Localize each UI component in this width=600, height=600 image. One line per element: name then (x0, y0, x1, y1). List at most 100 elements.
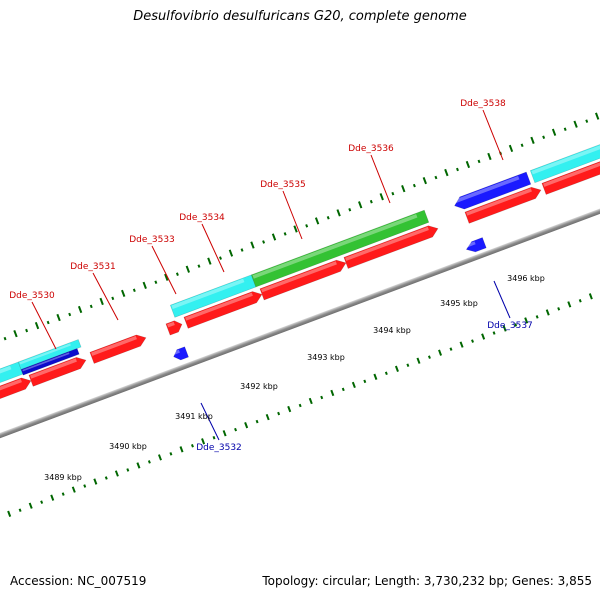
backbone-track (0, 180, 600, 452)
lower-tick-mark (18, 508, 22, 512)
lower-tick-mark (351, 381, 356, 389)
forward-gene-arrow (183, 291, 263, 329)
gene-label[interactable]: Dde_3534 (179, 213, 225, 223)
feature-highlight (30, 358, 77, 379)
lower-tick-mark (449, 347, 453, 351)
upper-tick-mark (175, 272, 179, 276)
reverse-gene-arrow (465, 237, 487, 253)
callout-leader-line (201, 223, 225, 273)
feature-highlight (171, 278, 245, 309)
upper-tick-mark (348, 207, 352, 212)
feature-highlight (91, 335, 137, 356)
lower-tick-mark (330, 389, 335, 397)
kbp-scale-label: 3493 kbp (307, 353, 345, 362)
feature-highlight (531, 141, 600, 175)
lower-tick-mark (93, 478, 98, 485)
gene-label[interactable]: Dde_3532 (196, 443, 242, 453)
lower-tick-mark (578, 299, 582, 303)
lower-tick-mark (471, 339, 474, 343)
gene-label[interactable]: Dde_3531 (70, 262, 116, 272)
gene-label[interactable]: Dde_3536 (348, 144, 394, 154)
kbp-scale-label: 3491 kbp (175, 412, 213, 421)
upper-tick-mark (585, 119, 589, 123)
lower-tick-mark (71, 486, 76, 493)
lower-tick-mark (394, 365, 399, 372)
upper-tick-mark (13, 330, 18, 338)
lower-tick-mark (136, 462, 141, 469)
gene-label[interactable]: Dde_3533 (129, 235, 175, 245)
reverse-gene-arrow (454, 171, 532, 210)
lower-tick-mark (535, 315, 539, 319)
lower-tick-mark (265, 413, 270, 421)
lower-tick-mark (545, 309, 550, 316)
lower-tick-mark (557, 307, 561, 311)
upper-tick-mark (121, 289, 126, 298)
lower-tick-mark (588, 293, 593, 300)
upper-tick-row (3, 112, 600, 341)
upper-tick-mark (305, 224, 309, 228)
feature-highlight (185, 292, 253, 321)
gene-features (0, 137, 600, 415)
upper-tick-mark (89, 304, 93, 309)
kbp-scale-label: 3494 kbp (373, 326, 411, 335)
forward-gene-arrow (28, 357, 87, 387)
upper-tick-mark (530, 136, 535, 144)
upper-tick-mark (142, 281, 147, 289)
upper-tick-mark (25, 328, 29, 333)
kbp-scale-label: 3490 kbp (109, 442, 147, 451)
gene-label[interactable]: Dde_3535 (260, 180, 306, 190)
lower-tick-mark (157, 454, 162, 461)
lower-tick-mark (514, 323, 518, 327)
upper-tick-mark (379, 193, 384, 201)
kbp-scale-labels: 3489 kbp 3490 kbp 3491 kbp 3492 kbp 3493 kbp… (44, 274, 545, 482)
feature-highlight (453, 175, 520, 204)
upper-tick-mark (164, 273, 169, 281)
feature-highlight (345, 226, 429, 261)
forward-gene-arrow (165, 320, 183, 336)
lower-tick-mark (308, 397, 313, 405)
upper-tick-mark (293, 225, 298, 233)
feature-highlight (252, 214, 418, 279)
lower-tick-mark (212, 435, 216, 440)
upper-tick-mark (240, 248, 244, 252)
gene-label[interactable]: Dde_3530 (9, 291, 55, 301)
feature-highlight (466, 188, 532, 216)
upper-tick-mark (412, 183, 416, 188)
lower-tick-mark (126, 468, 130, 472)
lower-tick-mark (61, 492, 65, 496)
feature-highlight (167, 321, 175, 328)
gene-label[interactable]: Dde_3537 (487, 321, 533, 331)
lower-tick-mark (244, 422, 249, 429)
upper-tick-mark (595, 112, 600, 120)
lower-tick-mark (234, 427, 238, 432)
gene-label[interactable]: Dde_3538 (460, 99, 506, 109)
upper-tick-mark (99, 297, 104, 306)
upper-tick-mark (563, 127, 567, 131)
feature-highlight (172, 349, 180, 355)
lower-tick-mark (40, 500, 44, 504)
reverse-gene-arrow (173, 346, 189, 361)
upper-tick-mark (487, 152, 492, 161)
lower-tick-mark (83, 484, 87, 488)
lower-tick-mark (222, 430, 227, 437)
lower-tick-row (7, 293, 593, 517)
upper-tick-mark (314, 217, 320, 225)
upper-tick-mark (154, 280, 158, 284)
forward-gene-arrow (541, 155, 600, 195)
lower-tick-mark (427, 355, 431, 359)
feature-highlight (19, 343, 71, 365)
lower-tick-mark (481, 333, 486, 340)
upper-tick-mark (422, 176, 427, 185)
upper-tick-mark (46, 320, 50, 325)
kbp-scale-label: 3496 kbp (507, 274, 545, 283)
upper-tick-mark (77, 305, 83, 314)
lower-tick-mark (524, 317, 529, 324)
upper-tick-mark (197, 264, 201, 268)
topology-text: Topology: circular; Length: 3,730,232 bp… (262, 574, 592, 588)
green-feature-bar (250, 209, 430, 288)
upper-tick-mark (573, 120, 578, 128)
upper-tick-mark (250, 241, 255, 249)
forward-gene-arrow (259, 259, 347, 301)
